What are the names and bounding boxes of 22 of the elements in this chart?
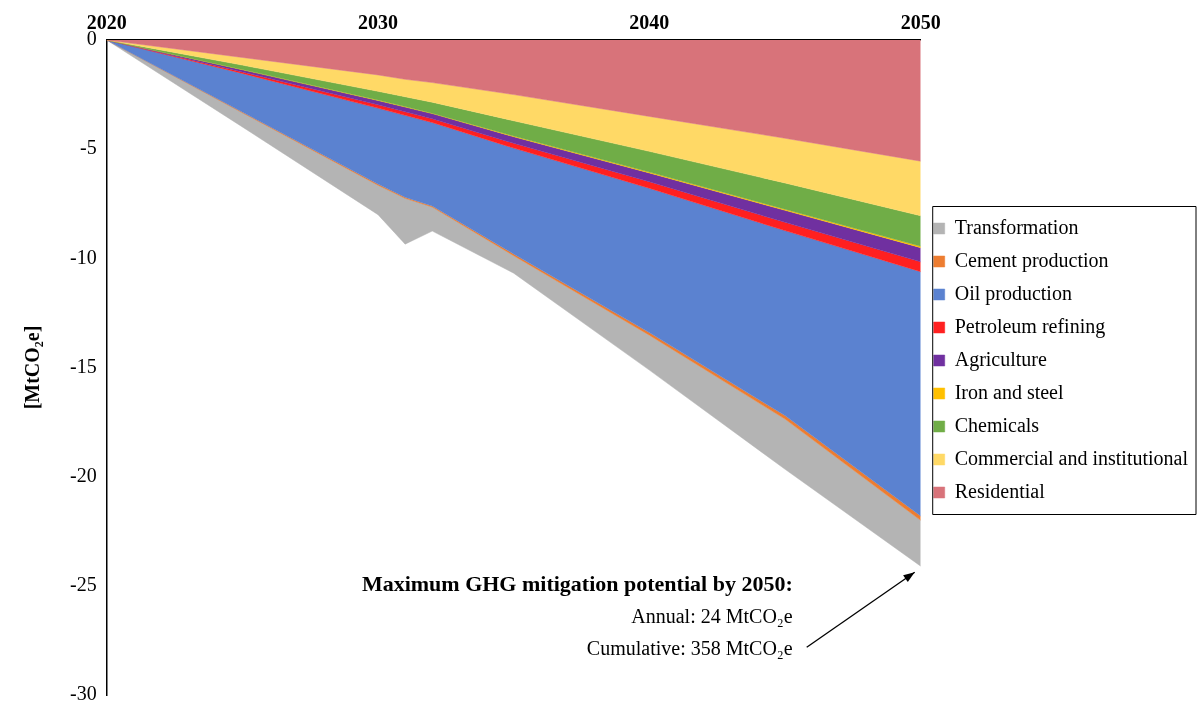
annotation: Maximum GHG mitigation potential by 2050: <box>361 571 793 597</box>
y-tick-label: -20 <box>69 463 97 486</box>
y-tick-label: -15 <box>69 354 97 377</box>
legend-label: Chemicals <box>954 413 1040 436</box>
legend-label: Agriculture <box>954 347 1048 371</box>
x-tick-label: 2040 <box>629 11 670 34</box>
annotation: Cumulative: 358 MtCO₂e <box>586 637 793 660</box>
legend-label: Residential <box>954 479 1046 502</box>
x-tick-label: 2030 <box>358 11 399 34</box>
y-tick-label: -10 <box>69 245 97 268</box>
y-tick-label: -25 <box>69 573 97 596</box>
y-axis-title: [MtCO₂e] <box>21 325 44 410</box>
x-tick-label: 2050 <box>900 11 941 34</box>
legend-label: Transformation <box>954 215 1079 238</box>
legend-label: Iron and steel <box>954 380 1064 403</box>
y-tick-label: -5 <box>79 136 97 159</box>
y-tick-label: -30 <box>69 682 97 705</box>
legend-label: Oil production <box>954 281 1072 305</box>
legend-label: Petroleum refining <box>954 314 1106 338</box>
legend-label: Cement production <box>954 248 1109 272</box>
legend-label: Commercial and institutional <box>954 446 1189 469</box>
annotation: Annual: 24 MtCO₂e <box>631 605 793 628</box>
